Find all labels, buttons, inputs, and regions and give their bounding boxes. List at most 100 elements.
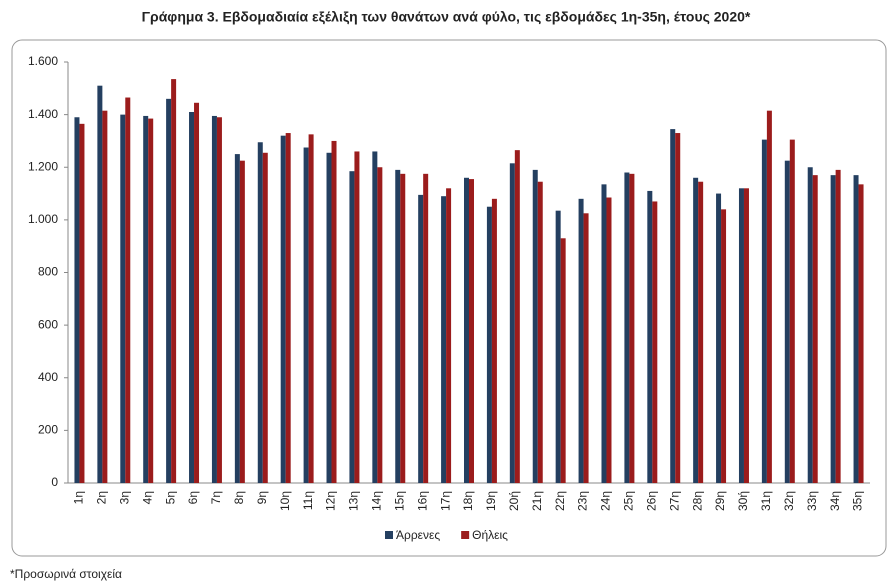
bar xyxy=(171,79,177,484)
x-tick-label: 32η xyxy=(782,491,796,511)
bar xyxy=(716,193,722,483)
x-tick-label: 25η xyxy=(622,491,636,511)
bar xyxy=(807,167,813,483)
bar xyxy=(738,188,744,484)
bar xyxy=(377,167,383,483)
bar xyxy=(285,133,291,483)
bar xyxy=(486,206,492,483)
bar xyxy=(606,197,612,483)
x-tick-label: 2η xyxy=(95,491,109,504)
bar xyxy=(326,152,332,483)
bar xyxy=(423,173,429,483)
bar xyxy=(441,196,447,483)
x-tick-label: 28η xyxy=(690,491,704,511)
bar xyxy=(97,85,103,484)
footnote: *Προσωρινά στοιχεία xyxy=(10,567,122,581)
bar xyxy=(125,97,131,483)
x-tick-label: 4η xyxy=(140,491,154,504)
x-tick-label: 23η xyxy=(576,491,590,511)
bar xyxy=(166,98,172,484)
bar xyxy=(194,102,200,484)
x-tick-label: 22η xyxy=(553,491,567,511)
x-tick-label: 24η xyxy=(599,491,613,511)
bar xyxy=(418,194,424,484)
x-tick-label: 16η xyxy=(415,491,429,511)
bar xyxy=(257,142,263,484)
x-tick-label: 29η xyxy=(713,491,727,511)
bar xyxy=(537,181,543,484)
bar xyxy=(469,179,474,483)
bar xyxy=(216,117,222,483)
bar xyxy=(532,169,538,483)
legend-label: Θήλεις xyxy=(472,528,508,542)
y-tick-label: 1.600 xyxy=(28,54,58,68)
x-tick-label: 27η xyxy=(667,491,681,511)
x-tick-label: 30ή xyxy=(736,491,750,511)
x-tick-label: 20ή xyxy=(507,491,521,511)
y-tick-label: 1.000 xyxy=(28,212,58,226)
bar xyxy=(446,188,452,484)
x-tick-label: 31η xyxy=(759,491,773,511)
bar xyxy=(560,238,566,483)
x-tick-label: 14η xyxy=(370,491,384,511)
x-tick-label: 11η xyxy=(301,491,315,510)
bar xyxy=(189,111,195,484)
y-tick-label: 600 xyxy=(38,317,58,331)
bar xyxy=(143,115,149,484)
bar xyxy=(262,152,268,483)
legend-label: Άρρενες xyxy=(396,528,440,542)
y-tick-label: 1.400 xyxy=(28,107,58,121)
x-tick-label: 34η xyxy=(828,491,842,511)
bar xyxy=(349,171,355,483)
x-tick-label: 10η xyxy=(278,491,292,511)
bar xyxy=(372,151,378,483)
bar xyxy=(784,160,790,483)
bar xyxy=(670,129,676,484)
bar xyxy=(303,147,309,483)
chart-title: Γράφημα 3. Εβδομαδιαία εξέλιξη των θανάτ… xyxy=(142,9,751,25)
bar xyxy=(721,209,727,483)
bar xyxy=(120,114,126,483)
bar xyxy=(234,154,240,483)
bar xyxy=(624,172,630,483)
x-tick-label: 33η xyxy=(805,491,819,511)
bar xyxy=(698,181,704,484)
bar xyxy=(766,110,772,483)
bar xyxy=(395,169,401,483)
x-tick-label: 3η xyxy=(117,491,131,504)
bar xyxy=(148,118,154,484)
bar xyxy=(601,184,607,483)
bar xyxy=(400,173,406,483)
bar xyxy=(509,163,515,483)
x-tick-label: 18η xyxy=(461,491,475,511)
bar xyxy=(858,184,864,483)
y-tick-label: 1.200 xyxy=(28,159,58,173)
x-tick-label: 8η xyxy=(232,491,246,504)
y-tick-label: 0 xyxy=(51,475,58,489)
x-tick-label: 6η xyxy=(186,491,200,504)
legend-swatch xyxy=(385,531,393,539)
x-tick-label: 9η xyxy=(255,491,269,504)
x-tick-label: 7η xyxy=(209,491,223,504)
bar xyxy=(629,173,635,483)
x-tick-label: 15η xyxy=(392,491,406,511)
x-tick-label: 21η xyxy=(530,491,544,511)
bar xyxy=(578,198,584,483)
bar xyxy=(693,177,699,483)
bar xyxy=(583,213,589,483)
y-tick-label: 200 xyxy=(38,423,58,437)
bar xyxy=(79,123,85,483)
bar xyxy=(211,115,217,484)
x-tick-label: 1η xyxy=(72,491,86,504)
bar xyxy=(74,117,80,483)
bar xyxy=(491,198,497,483)
bar xyxy=(555,210,561,483)
chart-frame xyxy=(11,39,887,557)
bar xyxy=(102,110,108,483)
bar xyxy=(464,177,469,483)
bar xyxy=(280,135,286,484)
bar xyxy=(647,190,653,483)
bar xyxy=(652,201,658,484)
bar xyxy=(354,151,360,483)
